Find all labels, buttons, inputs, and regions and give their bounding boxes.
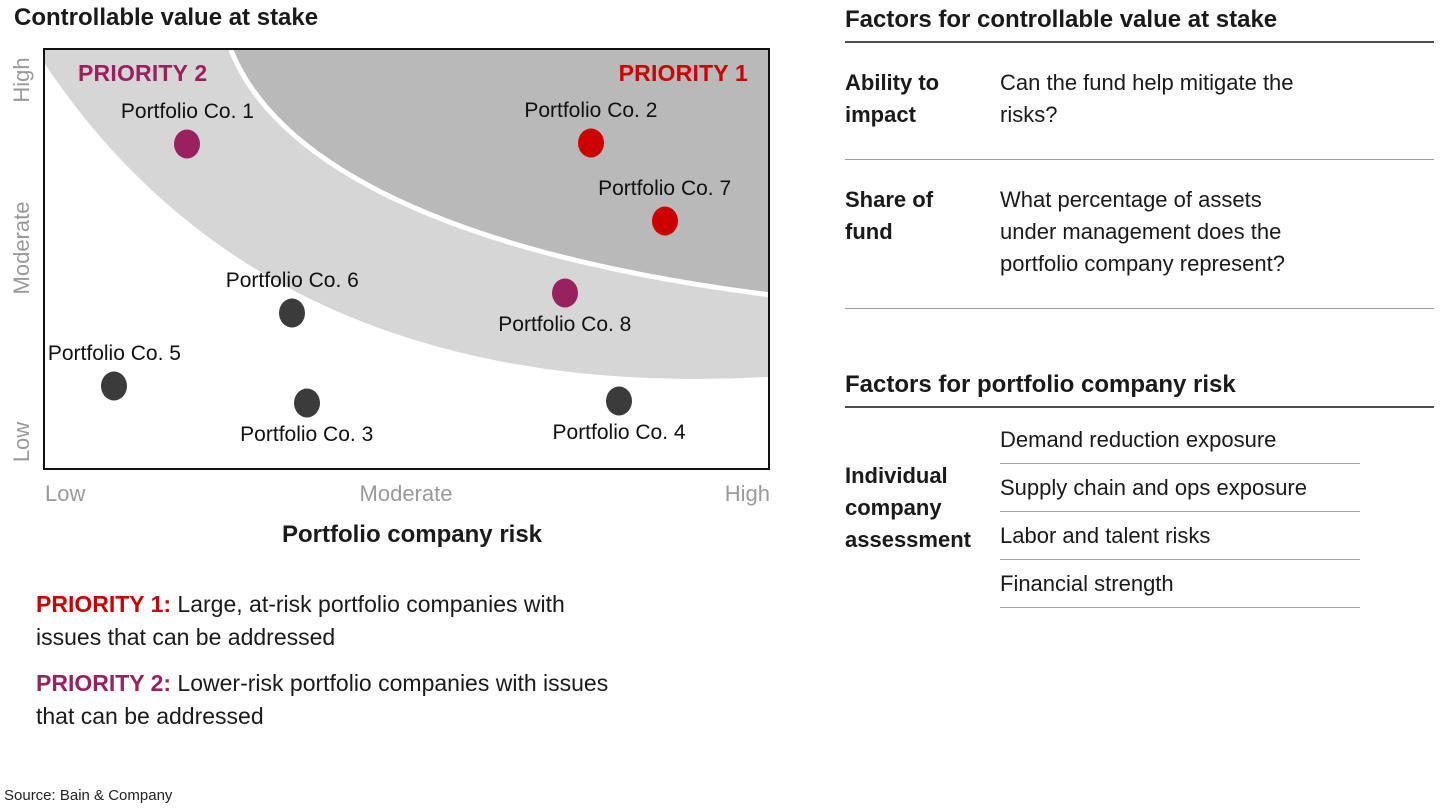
factor-description: What percentage of assets under manageme… [1000, 187, 1285, 276]
assessment-item: Financial strength [1000, 560, 1360, 608]
point-label: Portfolio Co. 5 [47, 341, 181, 365]
factor-row-ability: Ability to impact Can the fund help miti… [845, 43, 1434, 160]
priority-legend: PRIORITY 1: Large, at-risk portfolio com… [36, 588, 616, 733]
point-dot [577, 128, 604, 158]
factors-panel: Factors for controllable value at stake … [845, 6, 1434, 608]
x-axis-label-high: High [724, 481, 770, 506]
point-label: Portfolio Co. 2 [524, 99, 658, 123]
priority1-zone-label: PRIORITY 1 [618, 60, 748, 86]
point-dot [101, 371, 128, 401]
y-axis-label-high: High [9, 57, 34, 103]
y-axis-label-moderate: Moderate [9, 201, 34, 295]
priority1-zone-shape [230, 50, 768, 295]
y-axis-label-low: Low [9, 421, 34, 463]
point-dot [293, 388, 320, 418]
factors-risk-heading: Factors for portfolio company risk [845, 371, 1434, 408]
assessment-item: Supply chain and ops exposure [1000, 464, 1360, 512]
point-label: Portfolio Co. 6 [225, 268, 359, 292]
source-note: Source: Bain & Company [4, 787, 173, 804]
priority2-legend-tag: PRIORITY 2: [36, 670, 172, 696]
point-dot [174, 129, 201, 159]
priority2-legend-entry: PRIORITY 2: Lower-risk portfolio compani… [36, 667, 616, 733]
point-label: Portfolio Co. 1 [120, 100, 254, 124]
point-label: Portfolio Co. 3 [240, 422, 374, 446]
priority1-legend-entry: PRIORITY 1: Large, at-risk portfolio com… [36, 588, 616, 654]
assessment-row: Individual company assessment Demand red… [845, 408, 1434, 608]
factor-row-share: Share of fund What percentage of assets … [845, 160, 1434, 309]
chart-title: Controllable value at stake [14, 4, 319, 31]
priority1-legend-tag: PRIORITY 1: [36, 591, 172, 617]
scatter-plot: PRIORITY 2 PRIORITY 1 Portfolio Co. 1 Po… [43, 48, 770, 470]
factor-term: Ability to impact [845, 70, 940, 127]
x-axis-label-moderate: Moderate [359, 481, 453, 506]
point-label: Portfolio Co. 7 [598, 176, 732, 200]
factor-description: Can the fund help mitigate the risks? [1000, 70, 1294, 127]
priority2-legend-text: Lower-risk portfolio companies with issu… [36, 670, 609, 729]
priority1-legend-text: Large, at-risk portfolio companies with … [36, 591, 565, 650]
assessment-items: Demand reduction exposure Supply chain a… [1000, 408, 1360, 608]
point-label: Portfolio Co. 8 [498, 312, 632, 336]
point-label: Portfolio Co. 4 [552, 420, 686, 444]
assessment-item: Demand reduction exposure [1000, 416, 1360, 464]
point-dot [551, 278, 578, 308]
factors-value-heading: Factors for controllable value at stake [845, 6, 1434, 43]
assessment-item: Labor and talent risks [1000, 512, 1360, 560]
point-dot [279, 298, 306, 327]
priority2-zone-label: PRIORITY 2 [78, 60, 208, 86]
zone-separator-line [228, 50, 768, 298]
x-axis-title: Portfolio company risk [281, 521, 543, 548]
assessment-term: Individual company assessment [845, 463, 971, 552]
point-dot [606, 386, 633, 416]
x-axis-label-low: Low [45, 481, 86, 506]
factor-term: Share of fund [845, 187, 934, 244]
point-dot [651, 206, 678, 236]
